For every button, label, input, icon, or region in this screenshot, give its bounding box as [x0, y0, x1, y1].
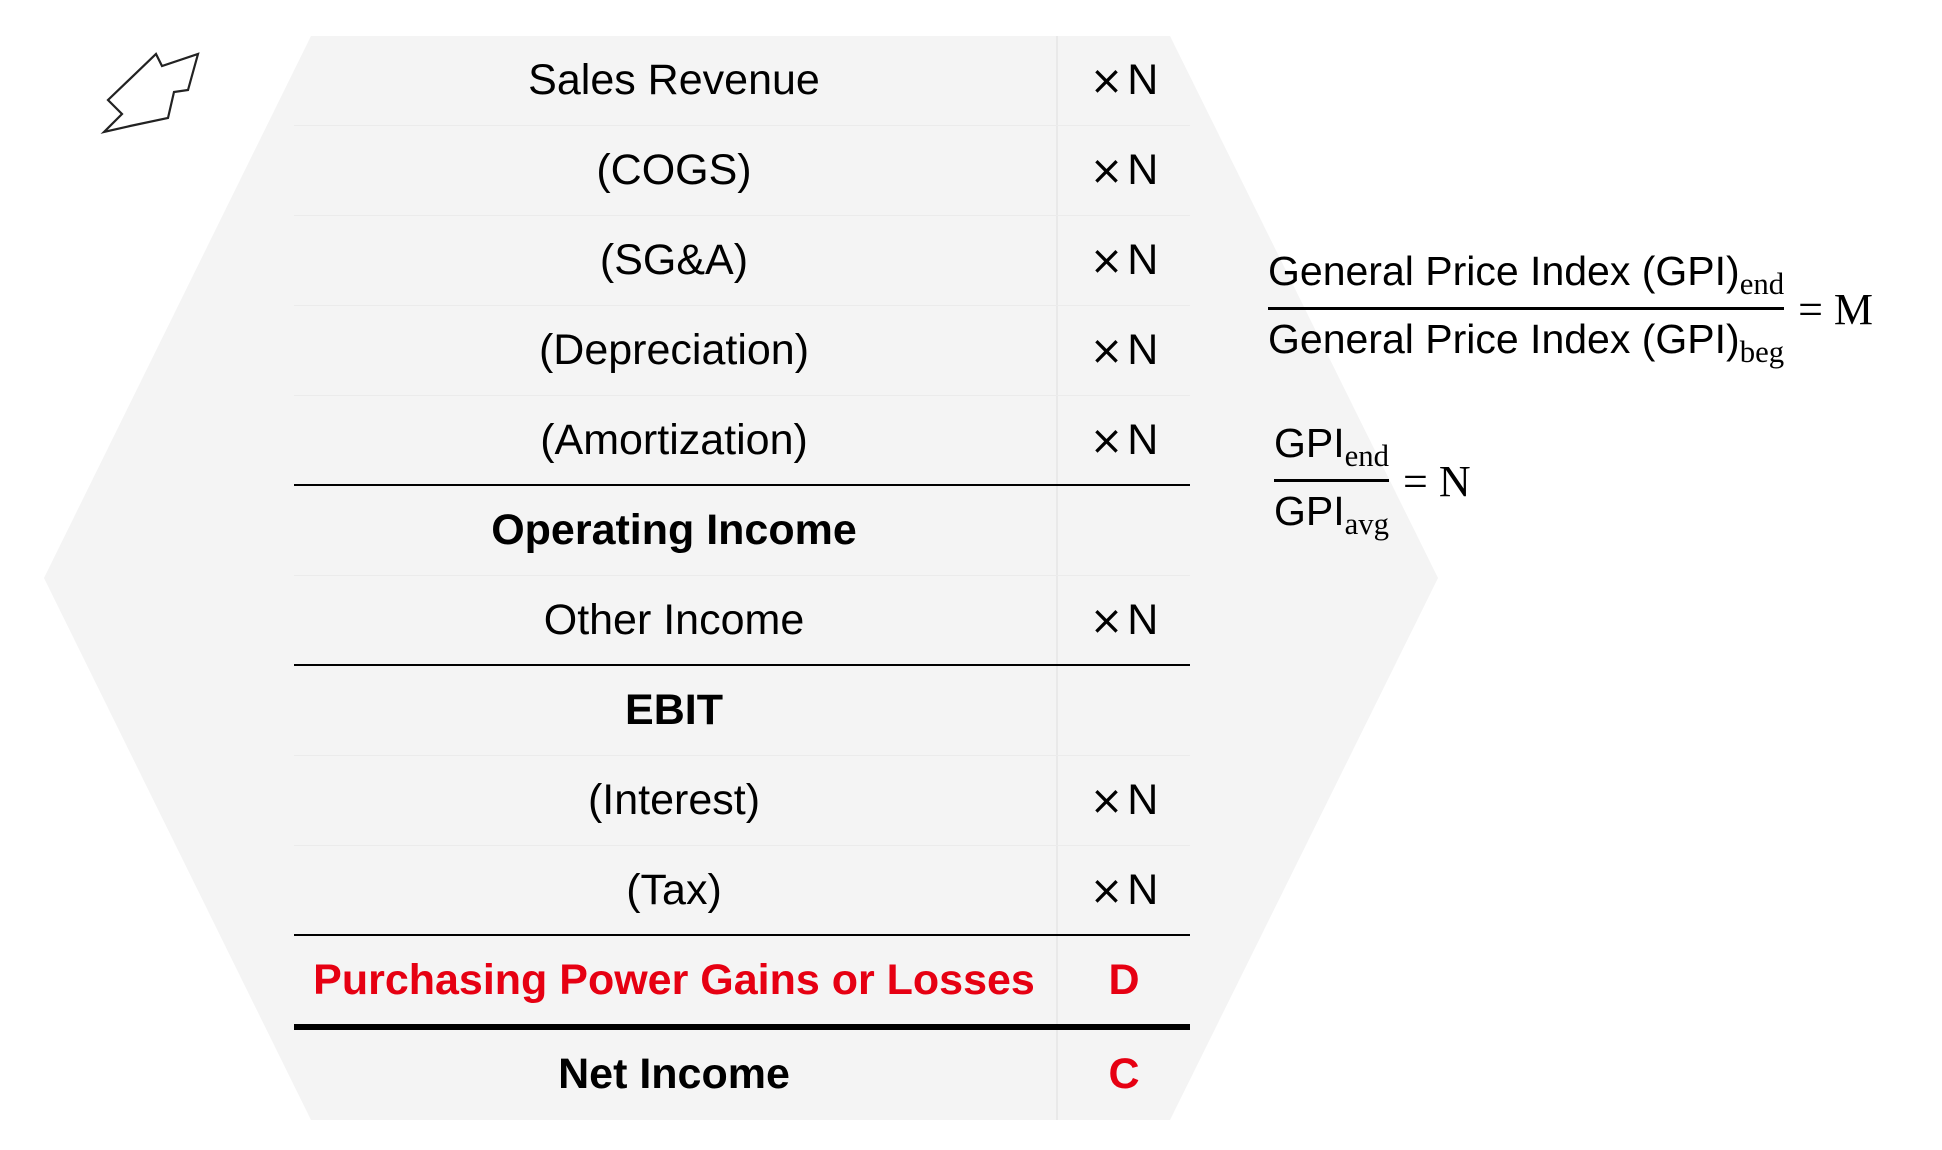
times-symbol: × [1089, 148, 1124, 194]
times-symbol: × [1089, 238, 1124, 284]
column-divider [1056, 36, 1058, 1120]
statement-row-interest: (Interest) ×N [294, 756, 1190, 846]
times-symbol: × [1089, 598, 1124, 644]
numerator-subscript: end [1739, 267, 1785, 302]
income-statement: Sales Revenue ×N (COGS) ×N (SG&A) ×N (De… [294, 36, 1190, 1120]
numerator-text: General Price Index (GPI) [1268, 248, 1740, 294]
row-label: Purchasing Power Gains or Losses [313, 956, 1035, 1004]
arrow-outline-icon [100, 52, 200, 134]
times-symbol: × [1089, 328, 1124, 374]
row-value: ×N [1058, 396, 1190, 484]
statement-row-cogs: (COGS) ×N [294, 126, 1190, 216]
row-label: (Tax) [626, 866, 722, 914]
times-symbol: × [1089, 58, 1124, 104]
fraction: GPIend GPIavg [1274, 420, 1390, 543]
row-value: ×N [1058, 846, 1190, 934]
result-letter: M [1833, 284, 1874, 334]
value-letter: N [1127, 146, 1159, 194]
row-value: ×N [1058, 756, 1190, 844]
denominator-subscript: beg [1739, 334, 1785, 369]
result-letter: N [1438, 456, 1471, 506]
equals-sign: = [1403, 456, 1428, 506]
row-label: Sales Revenue [528, 56, 820, 104]
row-value: ×N [1058, 306, 1190, 394]
value-letter: D [1108, 956, 1140, 1004]
fraction-bar [1274, 478, 1390, 482]
value-letter: N [1127, 416, 1159, 464]
statement-row-depreciation: (Depreciation) ×N [294, 306, 1190, 396]
row-value: ×N [1058, 576, 1190, 664]
value-letter: N [1127, 596, 1159, 644]
denominator: GPIavg [1274, 488, 1389, 543]
row-label: (COGS) [596, 146, 752, 194]
denominator-text: GPI [1274, 487, 1345, 534]
denominator: General Price Index (GPI)beg [1268, 316, 1784, 371]
equals-sign: = [1798, 284, 1823, 334]
statement-row-operating-income: Operating Income [294, 486, 1190, 576]
statement-row-tax: (Tax) ×N [294, 846, 1190, 936]
row-label: EBIT [625, 686, 723, 734]
statement-row-other-income: Other Income ×N [294, 576, 1190, 666]
statement-row-amortization: (Amortization) ×N [294, 396, 1190, 486]
equals-result: = M [1798, 284, 1873, 335]
times-symbol: × [1089, 868, 1124, 914]
value-letter: N [1127, 866, 1159, 914]
denominator-text: General Price Index (GPI) [1268, 315, 1740, 362]
value-letter: N [1127, 236, 1159, 284]
numerator: General Price Index (GPI)end [1268, 248, 1784, 303]
row-value: ×N [1058, 36, 1190, 124]
numerator-text: GPI [1274, 420, 1345, 466]
fraction: General Price Index (GPI)end General Pri… [1268, 248, 1785, 371]
row-value: D [1058, 936, 1190, 1024]
times-symbol: × [1089, 778, 1124, 824]
row-label: (Amortization) [540, 416, 808, 464]
value-letter: N [1127, 56, 1159, 104]
statement-row-sales-revenue: Sales Revenue ×N [294, 36, 1190, 126]
numerator: GPIend [1274, 420, 1389, 475]
row-label: Operating Income [491, 506, 857, 554]
fraction-bar [1268, 306, 1785, 310]
gpi-ratio-formula: General Price Index (GPI)end General Pri… [1268, 248, 1873, 370]
value-letter: C [1108, 1050, 1140, 1098]
row-label: (Depreciation) [538, 326, 810, 374]
row-label: (Interest) [587, 776, 761, 824]
times-symbol: × [1089, 418, 1124, 464]
row-label: Net Income [558, 1050, 790, 1098]
equals-result: = N [1403, 456, 1471, 507]
numerator-subscript: end [1344, 439, 1390, 474]
value-letter: N [1127, 326, 1159, 374]
value-letter: N [1127, 776, 1159, 824]
statement-row-purchasing-power: Purchasing Power Gains or Losses D [294, 936, 1190, 1030]
gpi-avg-ratio-formula: GPIend GPIavg = N [1274, 420, 1471, 542]
statement-row-net-income: Net Income C [294, 1030, 1190, 1120]
row-label: (SG&A) [599, 236, 749, 284]
row-value: ×N [1058, 126, 1190, 214]
row-value: ×N [1058, 216, 1190, 304]
statement-row-sga: (SG&A) ×N [294, 216, 1190, 306]
denominator-subscript: avg [1344, 506, 1390, 541]
row-label: Other Income [543, 596, 805, 644]
statement-row-ebit: EBIT [294, 666, 1190, 756]
row-value: C [1058, 1030, 1190, 1118]
